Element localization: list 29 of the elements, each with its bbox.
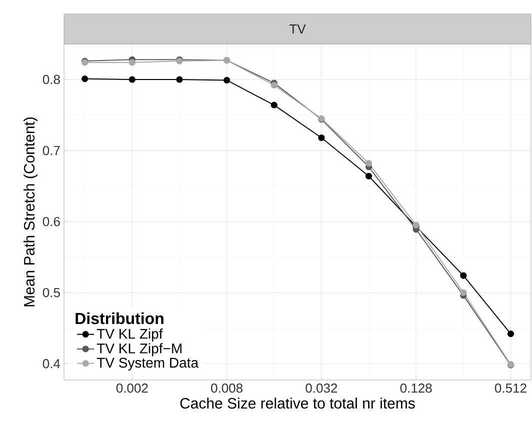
chart-title: TV xyxy=(289,24,306,34)
y-tick-label: 0.4 xyxy=(42,359,60,368)
point xyxy=(128,76,136,83)
x-tick-label: 0.008 xyxy=(211,384,243,393)
x-tick-label: 0.032 xyxy=(306,384,338,393)
legend-title: Distribution xyxy=(76,312,164,324)
x-tick-label: 0.128 xyxy=(400,384,432,393)
y-tick-label: 0.5 xyxy=(42,288,60,298)
y-tick-label: 0.7 xyxy=(42,146,60,156)
point xyxy=(365,172,372,180)
point xyxy=(224,76,230,84)
point xyxy=(128,59,136,66)
y-tick-label: 0.8 xyxy=(42,74,60,84)
x-tick-label: 0.002 xyxy=(116,384,148,393)
legend-label: TV System Data xyxy=(96,358,199,370)
point xyxy=(507,330,514,338)
x-axis-title: Cache Size relative to total nr items xyxy=(180,398,415,409)
point xyxy=(176,76,183,83)
y-tick-label: 0.6 xyxy=(42,216,60,226)
y-axis-title: Mean Path Stretch (Content) xyxy=(24,117,38,306)
point xyxy=(82,76,88,82)
point xyxy=(365,160,372,167)
point xyxy=(460,272,467,279)
legend-label: TV KL Zipf−M xyxy=(96,343,182,356)
point xyxy=(460,289,467,296)
point xyxy=(270,102,278,108)
legend-label: TV KL Zipf xyxy=(96,328,163,342)
x-tick-label: 0.512 xyxy=(494,384,526,393)
point xyxy=(318,134,325,142)
